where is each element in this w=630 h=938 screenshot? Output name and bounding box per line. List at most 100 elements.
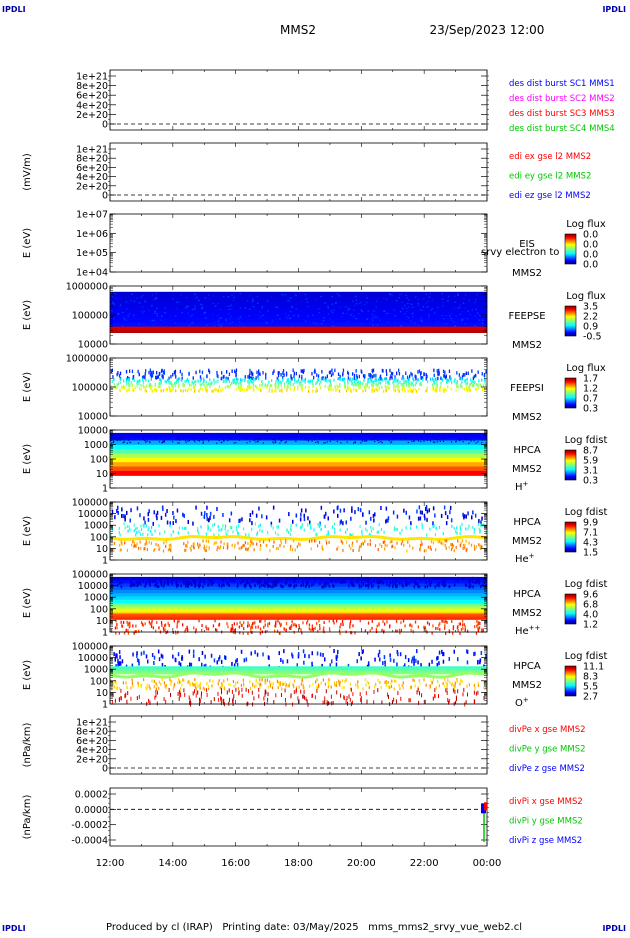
colorbar [564,593,577,625]
colorbar [564,665,577,697]
hepp-bottom-speckle [110,619,487,635]
he-mid-speckle [110,522,487,537]
colorbar [564,377,577,409]
o-mid-band [110,666,487,668]
spacecraft-label: MMS2 [512,268,542,279]
instrument-label: HPCA [513,517,541,528]
y-axis-label: (nPa/km) [22,723,33,768]
colorbar-tick: 4.3 [583,538,598,549]
colorbar-tick: 1.2 [583,384,598,395]
ytick-label: 10000 [78,581,108,592]
ytick-label: 6e+20 [76,163,108,174]
legend-entry: des dist burst SC4 MMS4 [509,124,615,134]
y-axis-label: E (eV) [22,660,33,690]
panel-frame-divpi [109,787,488,847]
xtick-label: 22:00 [410,858,439,869]
legend-entry: divPi z gse MMS2 [509,836,582,846]
colorbar-tick: 0.7 [583,394,598,405]
ytick-label: 1000 [84,440,108,451]
ytick-label: 1 [102,700,108,711]
colorbar-tick: 0.0 [583,240,598,251]
instrument-label: HPCA [513,661,541,672]
ytick-label: 1e+21 [76,145,108,156]
spacecraft-label: MMS2 [512,536,542,547]
ytick-label: 6e+20 [76,91,108,102]
ytick-label: 0 [102,191,108,202]
legend-entry: divPi x gse MMS2 [509,797,583,807]
o-low-speckle [110,677,487,691]
spacecraft-label: MMS2 [512,340,542,351]
ytick-label: 10 [96,688,108,699]
xtick-label: 16:00 [221,858,250,869]
feepse-background [110,291,487,297]
hepp-mid-band [110,603,487,605]
y-axis-label: E (eV) [22,300,33,330]
colorbar-tick: 1.7 [583,374,598,385]
feepse-speckle [110,293,487,328]
colorbar-title: Log fdist [565,507,608,518]
y-axis-label: E (eV) [22,516,33,546]
colorbar-title: Log fdist [565,435,608,446]
ytick-label: 100 [90,532,108,543]
panel-frame-eis [109,213,488,273]
ytick-label: 4e+20 [76,745,108,756]
colorbar-tick: 0.0 [583,260,598,271]
feepsi-mid-speckle [110,377,487,393]
he-main-line [110,535,488,541]
instrument-label: HPCA [513,445,541,456]
xtick-label: 00:00 [473,858,502,869]
ytick-label: 10000 [78,426,108,437]
instrument-label: EIS [519,239,535,250]
ytick-label: 2e+20 [76,181,108,192]
colorbar-tick: 4.0 [583,610,598,621]
colorbar-tick: 2.7 [583,692,598,703]
ytick-label: 0 [102,764,108,775]
ytick-label: 100000 [72,311,108,322]
ytick-label: 8e+20 [76,727,108,738]
ytick-label: 100 [90,676,108,687]
ytick-label: 1000 [84,521,108,532]
ytick-label: 1000 [84,665,108,676]
hepp-low-band [110,613,487,615]
legend-entry: divPe y gse MMS2 [509,745,586,755]
ytick-label: 1e+07 [76,210,108,221]
ytick-label: 0.0002 [75,790,108,801]
species-label: O+ [515,696,529,709]
ytick-label: 0.0000 [75,805,108,816]
hepp-top-speckle [111,576,487,589]
legend-entry: divPi y gse MMS2 [509,817,583,827]
ytick-label: 1e+21 [76,718,108,729]
h-main-band [110,440,487,446]
y-axis-label: E (eV) [22,444,33,474]
h-top-speckle [110,437,487,444]
colorbar-tick: 0.3 [583,476,598,487]
ytick-label: 10000 [78,412,108,423]
ytick-label: 0 [102,120,108,131]
ytick-label: 1 [102,484,108,495]
ytick-label: 100 [90,455,108,466]
xtick-label: 14:00 [158,858,187,869]
colorbar-tick: 9.6 [583,590,598,601]
feepse-low-energy-band [110,326,487,328]
spacecraft-label: MMS2 [512,680,542,691]
panel-frame-divpe [109,715,488,775]
xtick-label: 18:00 [284,858,313,869]
panel-feepsi: 1000000 100000 10000 E (eV) FEEPSI MMS2 Log fl… [22,354,606,424]
legend-entry: edi ez gse l2 MMS2 [509,191,591,201]
instrument-label: FEEPSI [510,383,544,394]
species-label: He+ [515,552,535,565]
corner-label-bl: IPDLI [2,924,26,933]
ytick-label: 4e+20 [76,172,108,183]
ytick-label: -0.0004 [71,836,108,847]
ytick-label: 10000 [78,340,108,351]
colorbar-tick: 3.1 [583,466,598,477]
hepp-upper-band [110,576,487,581]
